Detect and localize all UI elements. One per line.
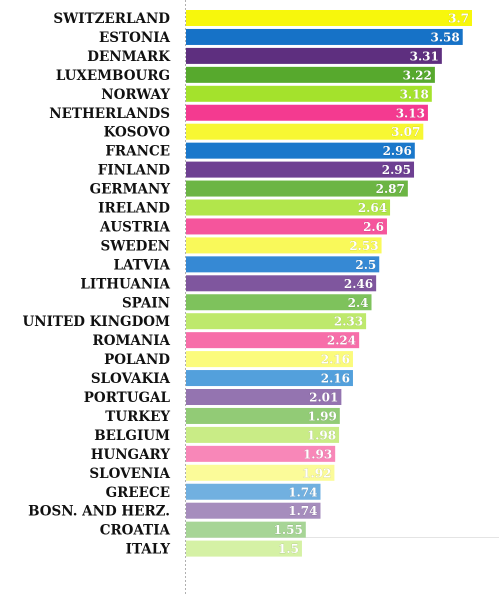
category-label: NORWAY [101, 87, 170, 103]
bars-group [186, 10, 472, 557]
category-label: GERMANY [90, 182, 171, 198]
category-label: ESTONIA [99, 30, 170, 46]
value-label: 2.33 [334, 315, 363, 329]
value-label: 3.7 [448, 12, 469, 26]
bar-spain [186, 294, 372, 311]
bar-slovakia [186, 370, 353, 387]
bar-lithuania [186, 275, 377, 292]
value-label: 2.24 [327, 334, 356, 348]
category-label: LATVIA [113, 257, 170, 273]
bar-ireland [186, 199, 391, 216]
value-label: 2.46 [344, 277, 373, 291]
bar-switzerland [186, 10, 472, 26]
bar-norway [186, 85, 432, 102]
bar-hungary [186, 445, 336, 462]
category-label: FINLAND [98, 163, 171, 179]
bar-luxembourg [186, 66, 435, 83]
value-label: 1.92 [302, 466, 331, 480]
category-label: HUNGARY [91, 447, 171, 463]
bar-croatia [186, 521, 306, 538]
category-label: DENMARK [87, 49, 171, 65]
value-label: 2.95 [382, 163, 411, 177]
value-label: 2.53 [349, 239, 378, 253]
bar-poland [186, 351, 353, 368]
value-label: 1.55 [274, 523, 303, 537]
value-label: 2.87 [376, 182, 405, 196]
bar-portugal [186, 389, 342, 405]
bar-italy [186, 540, 302, 557]
value-label: 3.18 [400, 87, 429, 101]
bar-romania [186, 332, 360, 349]
category-label: KOSOVO [104, 125, 171, 141]
value-label: 2.5 [355, 258, 376, 272]
category-label: TURKEY [105, 409, 170, 425]
bar-estonia [186, 28, 463, 45]
category-label: SWITZERLAND [53, 11, 170, 27]
category-label: LUXEMBOURG [56, 68, 170, 84]
category-label: SLOVENIA [89, 466, 170, 482]
bar-kosovo [186, 123, 424, 140]
value-label: 1.5 [278, 542, 299, 556]
category-label: IRELAND [98, 201, 170, 217]
category-label: PORTUGAL [84, 390, 171, 406]
bar-belgium [186, 426, 340, 443]
bar-france [186, 142, 415, 159]
value-label: 3.31 [410, 49, 439, 63]
category-label: ITALY [126, 542, 171, 558]
value-label: 2.96 [383, 144, 412, 158]
category-label: NETHERLANDS [49, 106, 170, 122]
value-label: 3.13 [396, 106, 425, 120]
bar-denmark [186, 47, 442, 64]
value-label: 3.07 [391, 125, 420, 139]
bar-germany [186, 180, 408, 197]
category-label: SWEDEN [100, 238, 170, 254]
category-label: BOSN. AND HERZ. [28, 504, 170, 520]
value-label: 2.01 [309, 391, 338, 405]
value-label: 2.64 [358, 201, 387, 215]
category-label: SLOVAKIA [91, 371, 171, 387]
category-label: POLAND [104, 352, 170, 368]
category-label: CROATIA [100, 523, 171, 539]
category-label: SPAIN [122, 295, 170, 311]
category-label: ROMANIA [92, 333, 170, 349]
category-label: LITHUANIA [80, 276, 170, 292]
bar-austria [186, 218, 387, 235]
bar-finland [186, 161, 415, 178]
bar-latvia [186, 256, 380, 273]
value-label: 2.4 [348, 296, 369, 310]
bar-netherlands [186, 104, 428, 121]
category-label: AUSTRIA [99, 219, 171, 235]
value-label: 3.22 [403, 68, 432, 82]
category-label: GREECE [106, 485, 170, 501]
bar-sweden [186, 237, 382, 254]
bar-slovenia [186, 464, 335, 481]
value-labels-group: 3.7 3.58 3.31 3.22 3.18 3.13 3.07 2.96 2.95 2.87 2… [273, 11, 469, 556]
value-label: 1.74 [288, 504, 317, 518]
category-label: FRANCE [105, 144, 170, 160]
category-label: BELGIUM [94, 428, 170, 444]
value-label: 1.93 [303, 447, 332, 461]
value-label: 2.6 [363, 220, 384, 234]
category-labels-group: SWITZERLAND ESTONIA DENMARK LUXEMBOURG NORWA… [23, 11, 172, 558]
bar-turkey [186, 407, 340, 424]
category-label: UNITED KINGDOM [23, 314, 171, 330]
bar-greece [186, 483, 321, 500]
value-label: 1.99 [308, 409, 337, 423]
value-label: 2.16 [321, 353, 350, 367]
bar-bosn-and-herz [186, 502, 321, 519]
value-label: 1.98 [307, 428, 336, 442]
value-label: 3.58 [430, 30, 459, 44]
bar-united-kingdom [186, 313, 367, 330]
value-label: 1.74 [288, 485, 317, 499]
value-label: 2.16 [321, 372, 350, 386]
